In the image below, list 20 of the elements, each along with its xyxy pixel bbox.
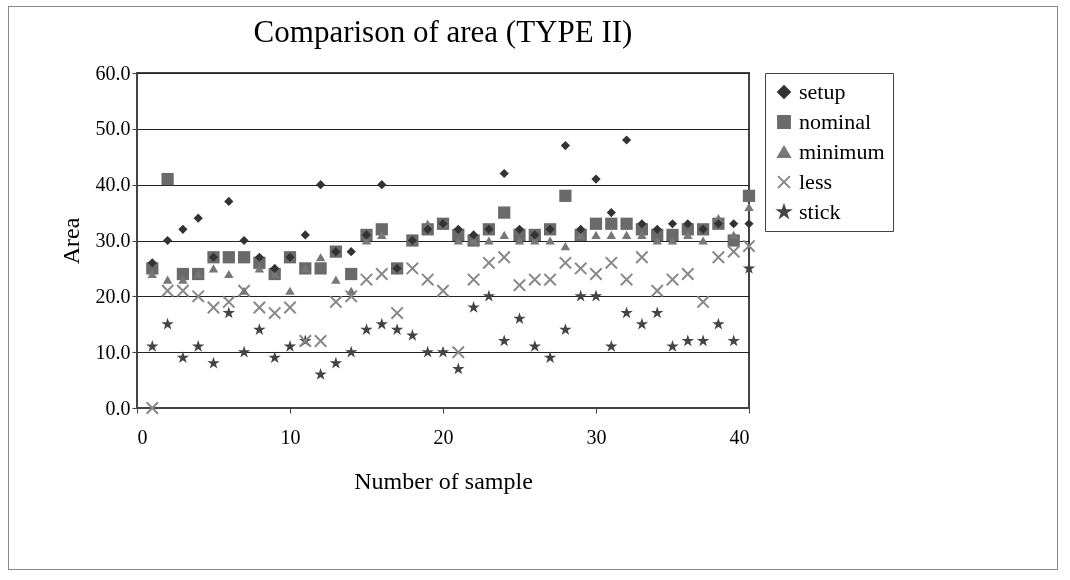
legend-label: minimum <box>799 139 885 164</box>
x-tick-label: 30 <box>586 425 607 448</box>
chart-title: Comparison of area (TYPE II) <box>253 14 633 49</box>
x-tick-label: 10 <box>280 425 301 448</box>
x-tick-label: 40 <box>729 425 750 448</box>
x-tick-label: 20 <box>433 425 454 448</box>
y-tick-label: 30.0 <box>95 229 131 251</box>
y-tick-label: 60.0 <box>95 61 131 84</box>
y-tick-label: 0.0 <box>105 396 131 419</box>
y-tick-label: 10.0 <box>95 340 131 363</box>
x-tick-label: 0 <box>137 425 148 448</box>
y-tick-label: 40.0 <box>95 173 131 196</box>
legend-label: less <box>799 169 832 194</box>
legend-label: setup <box>799 79 846 104</box>
y-tick-label: 50.0 <box>95 117 131 140</box>
x-axis-title: Number of sample <box>354 467 533 494</box>
y-tick-label: 20.0 <box>95 284 131 307</box>
legend-label: nominal <box>799 109 872 134</box>
legend-label: stick <box>799 199 841 224</box>
y-axis-title: Area <box>57 217 84 265</box>
